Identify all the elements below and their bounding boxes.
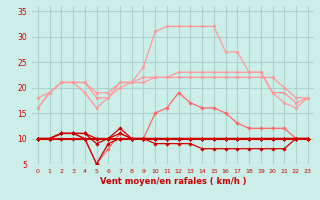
X-axis label: Vent moyen/en rafales ( km/h ): Vent moyen/en rafales ( km/h ) bbox=[100, 177, 246, 186]
